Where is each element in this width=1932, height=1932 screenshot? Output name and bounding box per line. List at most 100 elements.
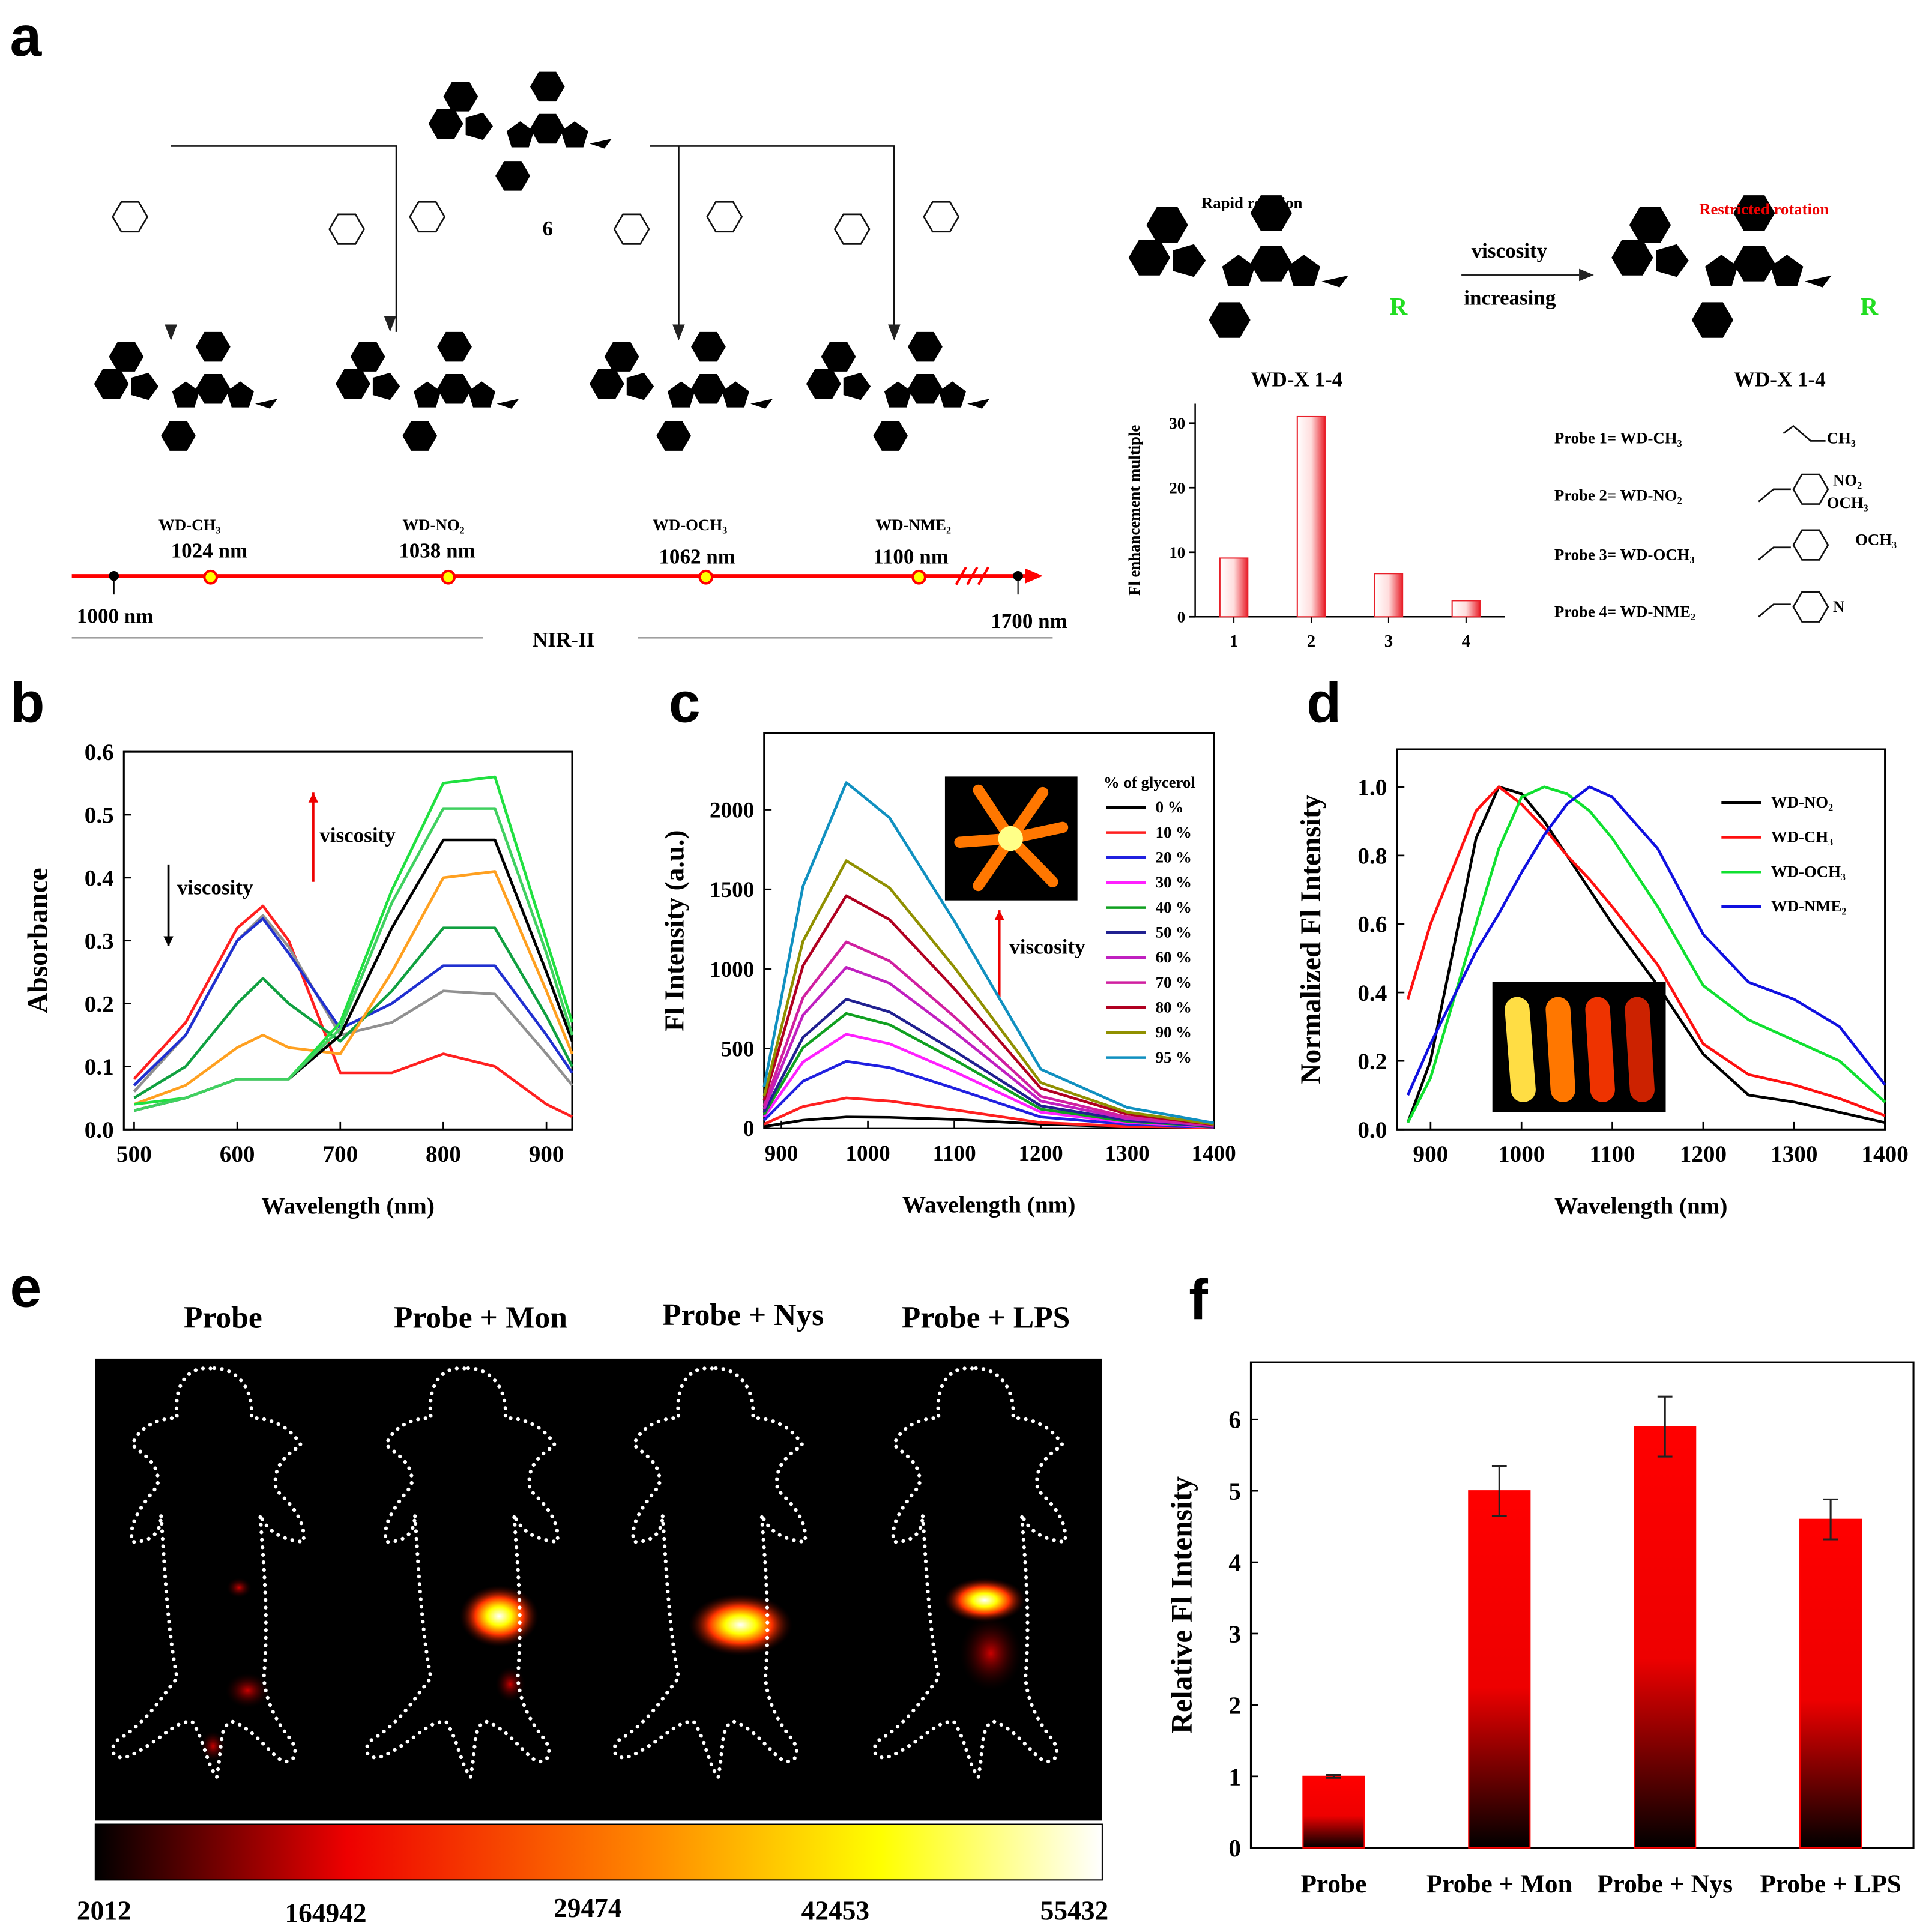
group-label: R <box>1389 292 1408 320</box>
x-tick-label: 1400 <box>1861 1141 1908 1167</box>
bar <box>1219 557 1249 618</box>
probe-definition: Probe 1= WD-CH₃ <box>1554 429 1682 447</box>
x-tick-label: 900 <box>529 1141 564 1167</box>
y-tick-label: 0.3 <box>85 928 114 954</box>
compound-name: WD-OCH₃ <box>653 516 727 534</box>
compound-name: WD-CH₃ <box>158 516 220 534</box>
y-tick-label: 0.4 <box>85 866 114 892</box>
y-tick-label: 0.0 <box>85 1117 114 1143</box>
y-tick-label: 0.6 <box>1357 912 1387 938</box>
arrow-head <box>163 936 174 946</box>
scale-label: 1000 nm <box>77 605 154 628</box>
y-tick-label: 0.5 <box>85 803 114 829</box>
line-series <box>762 966 1214 1128</box>
panel-label: a <box>10 5 43 68</box>
line-series <box>762 940 1214 1127</box>
colorbar-label: 2012 <box>77 1895 131 1925</box>
y-tick-label: 0.2 <box>1357 1049 1387 1075</box>
panel-label: c <box>669 671 701 735</box>
line-series <box>762 894 1214 1126</box>
y-tick-label: 0.6 <box>85 740 114 765</box>
y-tick-label: 4 <box>1228 1549 1241 1577</box>
bar <box>1468 1490 1531 1849</box>
y-axis-label: Absorbance <box>22 868 53 1013</box>
error-bar <box>1657 1395 1673 1458</box>
legend-label: 70 % <box>1156 973 1192 991</box>
scheme-arrow-label: viscosity <box>1472 239 1548 262</box>
bar <box>1799 1518 1862 1849</box>
mouse-image <box>94 1358 1103 1881</box>
y-tick-label: 20 <box>1169 479 1185 497</box>
x-axis-label: Wavelength (nm) <box>261 1194 434 1219</box>
bar <box>1634 1426 1697 1849</box>
y-tick-label: 500 <box>721 1037 755 1062</box>
scheme-name: WD-X 1-4 <box>1251 368 1342 391</box>
y-tick-label: 0 <box>743 1117 755 1141</box>
legend-label: WD-NME₂ <box>1771 897 1847 915</box>
x-tick-label: 1400 <box>1191 1141 1236 1166</box>
y-tick-label: 1 <box>1228 1763 1241 1790</box>
substituent: NO₂ <box>1833 471 1862 489</box>
line-series <box>133 807 574 1112</box>
x-axis-label: Wavelength (nm) <box>902 1192 1075 1218</box>
colorbar-label: 55432 <box>1040 1895 1108 1925</box>
plot-frame <box>1249 1361 1915 1849</box>
x-tick-label: 1 <box>1230 632 1238 651</box>
x-tick-label: 1300 <box>1105 1141 1149 1166</box>
scheme-arrow-label: increasing <box>1464 286 1556 309</box>
scheme-note: Restricted rotation <box>1699 200 1829 218</box>
legend-title: % of glycerol <box>1103 773 1195 791</box>
legend-label: 80 % <box>1156 998 1192 1016</box>
line-series <box>762 1012 1214 1128</box>
x-tick-label: 700 <box>322 1141 358 1167</box>
x-tick-label: 2 <box>1307 632 1315 651</box>
line-series <box>762 998 1214 1128</box>
substituent: CH₃ <box>1827 429 1856 447</box>
bar <box>1374 573 1404 618</box>
group-title: Probe + LPS <box>902 1300 1070 1335</box>
arrow-head <box>308 792 319 803</box>
y-tick-label: 0 <box>1177 608 1185 626</box>
line-series <box>1406 785 1886 1123</box>
line-series <box>133 870 574 1106</box>
plot-frame <box>1396 748 1886 1131</box>
legend-label: 10 % <box>1156 823 1192 841</box>
group-title: Probe + Nys <box>662 1298 824 1332</box>
wavelength: 1062 nm <box>659 545 735 569</box>
y-axis-label: Normalized Fl Intensity <box>1296 794 1327 1084</box>
bar <box>1296 415 1326 618</box>
y-tick-label: 1.0 <box>1357 774 1387 800</box>
probe-definition: Probe 4= WD-NME₂ <box>1554 602 1695 620</box>
line-series <box>762 781 1214 1124</box>
panel-label: e <box>10 1255 42 1319</box>
panel-label: d <box>1306 671 1341 735</box>
probe-definition: Probe 2= WD-NO₂ <box>1554 486 1682 504</box>
line-series <box>1406 785 1886 1117</box>
substituent: N <box>1833 597 1844 615</box>
annotation: viscosity <box>177 875 253 899</box>
legend-label: WD-OCH₃ <box>1771 862 1846 880</box>
y-tick-label: 6 <box>1228 1406 1241 1434</box>
chart: 0 500 1000 1500 2000 Fl Intensity (a.u.) Wavel… <box>660 732 1236 1218</box>
line-series <box>763 1096 1214 1129</box>
x-axis-label: Wavelength (nm) <box>1554 1194 1727 1219</box>
wavelength: 1024 nm <box>171 539 248 562</box>
scheme-name: WD-X 1-4 <box>1734 368 1826 391</box>
legend-label: 95 % <box>1156 1048 1192 1066</box>
chart: 0 10 20 30 Fl enhancement multiple 1 2 3 4 <box>1125 403 1505 651</box>
x-tick-label: 1200 <box>1018 1141 1063 1166</box>
annotation: viscosity <box>319 824 396 847</box>
x-tick-label: 1100 <box>932 1141 976 1166</box>
x-tick-label: Probe + Mon <box>1426 1870 1572 1898</box>
line-series <box>762 859 1214 1126</box>
error-bar <box>1491 1464 1507 1517</box>
legend-label: 90 % <box>1156 1023 1192 1041</box>
group-label: R <box>1860 292 1879 320</box>
x-tick-label: 1000 <box>1498 1141 1545 1167</box>
y-tick-label: 2000 <box>710 798 754 823</box>
inset-photo <box>944 776 1666 1112</box>
compound-name: WD-NME₂ <box>875 516 951 534</box>
arrows <box>165 268 1594 341</box>
